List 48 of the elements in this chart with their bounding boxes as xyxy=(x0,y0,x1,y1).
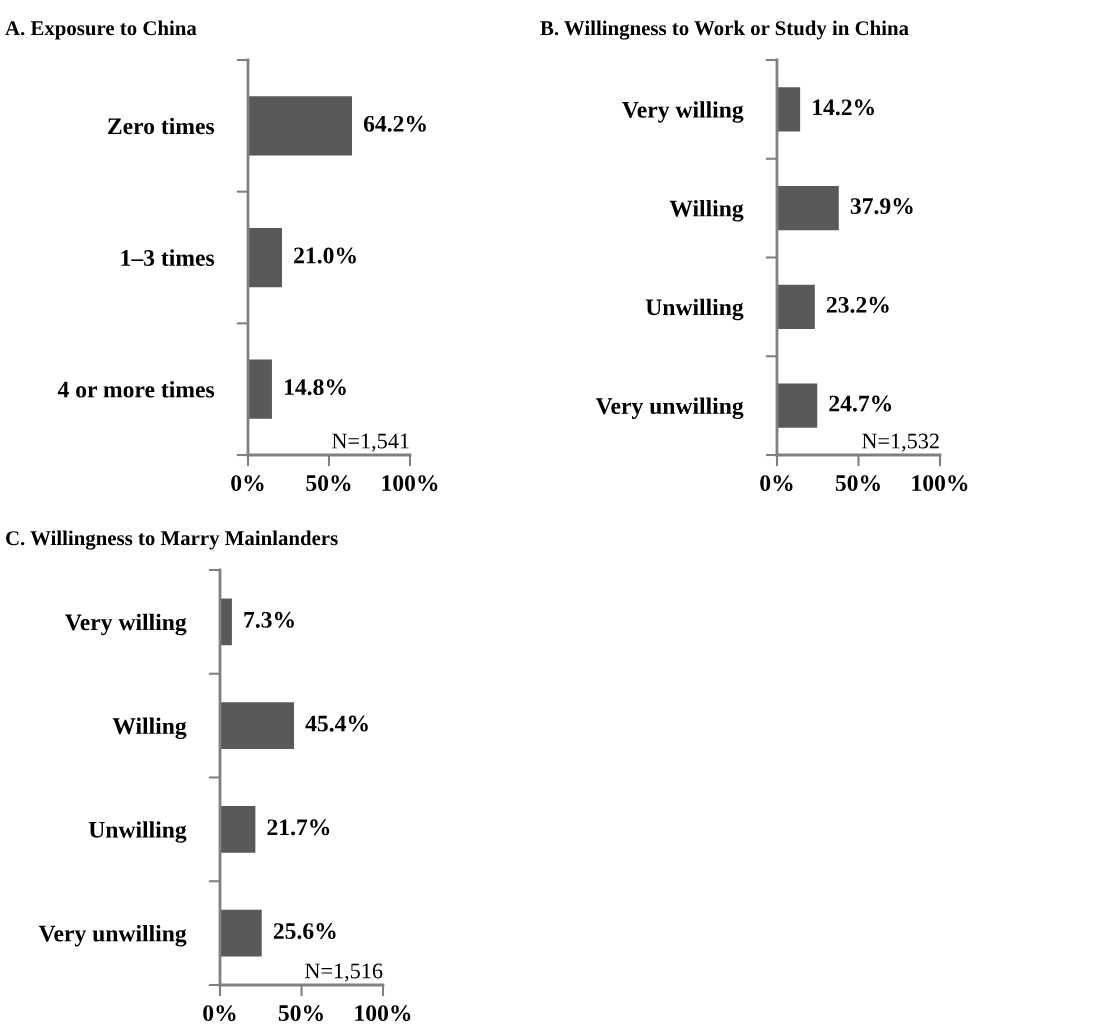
x-tick-label: 0% xyxy=(760,475,793,492)
x-tick-label: 50% xyxy=(306,475,351,492)
x-tick-label: 50% xyxy=(835,475,880,492)
data-label: 21.7% xyxy=(267,819,330,836)
bar xyxy=(220,702,294,749)
x-tick-label: 0% xyxy=(203,1005,236,1022)
x-tick-label: 50% xyxy=(278,1005,323,1022)
chart-title: B. Willingness to Work or Study in China xyxy=(540,20,909,40)
bar xyxy=(220,909,262,957)
y-tick-label: Unwilling xyxy=(645,298,744,321)
annotation: N=1,532 xyxy=(862,433,939,452)
y-tick-label: Zero times xyxy=(108,117,215,135)
bar xyxy=(777,87,801,132)
data-label: 45.4% xyxy=(305,715,368,732)
data-label: 23.2% xyxy=(826,296,889,313)
data-label: 7.3% xyxy=(244,611,294,628)
annotation: N=1,541 xyxy=(332,433,409,452)
data-label: 14.8% xyxy=(284,379,346,396)
chart-title: A. Exposure to China xyxy=(5,20,197,40)
y-tick-label: 4 or more times xyxy=(57,380,215,398)
x-tick-label: 0% xyxy=(231,475,264,492)
bar xyxy=(220,806,256,853)
x-tick-label: 100% xyxy=(912,475,968,492)
y-tick-label: 1–3 times xyxy=(121,249,215,266)
chart-title: C. Willingness to Marry Mainlanders xyxy=(6,530,338,550)
data-label: 37.9% xyxy=(850,198,913,215)
bar xyxy=(248,359,272,419)
data-label: 24.7% xyxy=(829,395,892,412)
bar xyxy=(220,598,232,646)
y-tick-label: Willing xyxy=(112,717,187,740)
y-tick-label: Very unwilling xyxy=(595,397,744,420)
y-tick-label: Willing xyxy=(669,199,744,222)
y-tick-label: Very willing xyxy=(65,613,187,636)
x-tick-label: 100% xyxy=(382,475,438,492)
bar xyxy=(777,284,815,330)
bar xyxy=(777,185,839,231)
bar xyxy=(248,227,283,288)
x-tick-label: 100% xyxy=(355,1005,411,1022)
bar xyxy=(777,383,818,428)
data-label: 64.2% xyxy=(363,115,426,132)
bar xyxy=(248,96,352,156)
data-label: 25.6% xyxy=(273,923,336,940)
data-label: 21.0% xyxy=(294,247,356,264)
y-tick-label: Very willing xyxy=(622,101,744,123)
y-tick-label: Unwilling xyxy=(88,821,187,843)
annotation: N=1,516 xyxy=(305,963,383,982)
y-tick-label: Very unwilling xyxy=(38,924,187,947)
data-label: 14.2% xyxy=(813,99,874,116)
